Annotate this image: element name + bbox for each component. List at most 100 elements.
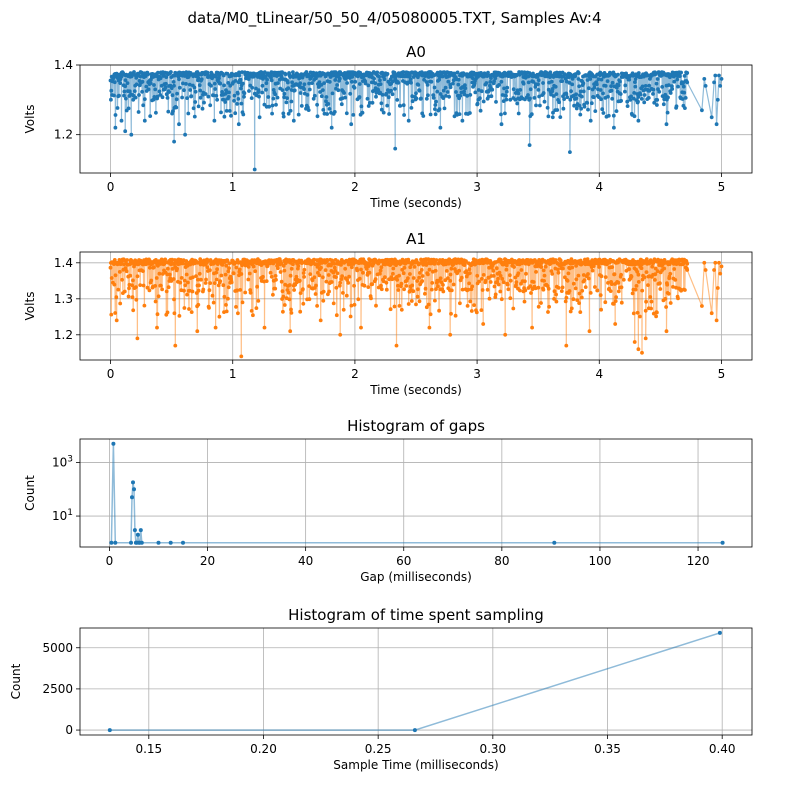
data-point-a0-1322 [598, 88, 603, 92]
data-point-a1-1363 [616, 289, 621, 294]
data-point-a0-249 [198, 88, 203, 93]
data-point-a0-1312 [594, 82, 599, 87]
data-point-a0-56 [127, 89, 132, 94]
data-point-a0-485 [286, 80, 290, 85]
data-point-a0-126 [153, 87, 158, 92]
data-point-a1-155 [166, 266, 170, 271]
data-point-a0-1213 [558, 115, 563, 119]
data-point-a1-1369 [619, 272, 623, 277]
data-point-a0-1452 [647, 83, 652, 88]
data-point-a0-1554 [685, 80, 690, 85]
data-point-a0-620 [336, 88, 341, 93]
data-point-a1-1288 [588, 291, 593, 295]
data-point-a0-1369 [616, 72, 620, 77]
data-point-a1-728 [379, 265, 384, 270]
data-point-a0-325 [226, 95, 231, 99]
data-point-a0-1203 [554, 92, 559, 96]
data-point-a0-973 [468, 93, 473, 97]
data-point-a0-1185 [548, 70, 553, 75]
data-point-a0-1365 [614, 109, 619, 113]
data-point-a0-959 [463, 83, 467, 88]
data-point-a1-606 [334, 275, 338, 279]
data-point-a0-723 [375, 70, 380, 75]
data-point-a1-289 [215, 267, 220, 272]
data-point-a1-193 [179, 276, 184, 280]
y-tick-label-gaps-0: 101 [52, 508, 73, 523]
data-point-a0-290 [213, 87, 218, 91]
data-point-a1-1049 [499, 297, 504, 302]
x-tick-label-gaps-6: 120 [687, 554, 710, 568]
data-point-a1-1426 [639, 266, 644, 271]
data-point-a0-244 [196, 76, 201, 80]
data-point-a0-601 [329, 125, 334, 130]
data-point-a0-855 [424, 80, 429, 84]
data-point-a0-1148 [534, 103, 538, 108]
data-point-a1-646 [348, 314, 353, 319]
data-point-a0-880 [434, 99, 438, 104]
data-point-a0-90 [140, 89, 145, 94]
data-point-gaps-7 [132, 528, 137, 533]
data-point-a1-1458 [650, 264, 655, 269]
data-point-a1-189 [178, 280, 183, 285]
data-point-a0-443 [269, 78, 274, 83]
data-point-a0-103 [144, 84, 149, 89]
data-point-a0-1463 [651, 87, 656, 92]
figure-title: data/M0_tLinear/50_50_4/05080005.TXT, Sa… [187, 9, 601, 28]
data-point-a1-1348 [611, 302, 616, 306]
data-point-a0-268 [205, 70, 210, 75]
data-point-a1-875 [434, 258, 439, 262]
data-point-a0-873 [431, 93, 436, 97]
data-point-a1-1350 [612, 272, 617, 277]
data-point-a0-902 [441, 88, 446, 93]
data-point-a0-158 [165, 96, 170, 100]
data-point-a0-657 [349, 79, 354, 84]
data-point-a1-1409 [633, 287, 638, 292]
x-tick-label-a1-1: 1 [229, 367, 237, 381]
data-point-a1-1418 [636, 280, 641, 284]
data-point-a1-790 [402, 265, 407, 270]
data-point-a1-1125 [528, 284, 533, 289]
data-point-a1-727 [379, 283, 383, 288]
data-point-a0-770 [393, 146, 398, 151]
data-point-a0-638 [343, 95, 348, 100]
data-point-a1-172 [172, 311, 177, 316]
data-point-a0-1181 [546, 87, 551, 92]
data-point-a1-963 [467, 267, 472, 272]
data-point-a0-889 [437, 107, 442, 112]
data-point-a1-461 [279, 279, 284, 284]
data-point-a0-232 [191, 106, 196, 111]
data-point-a1-628 [341, 307, 346, 312]
data-point-a0-888 [437, 77, 441, 82]
data-point-a1-314 [224, 309, 229, 314]
data-point-a1-160 [167, 272, 172, 277]
data-point-a1-789 [402, 287, 406, 292]
data-point-a0-1474 [655, 77, 660, 81]
data-point-a1-1222 [564, 295, 569, 300]
data-point-a1-1020 [488, 280, 493, 284]
data-point-a1-207 [185, 292, 190, 297]
data-point-a1-1176 [547, 304, 551, 309]
data-point-a1-776 [397, 273, 401, 278]
data-point-a0-1180 [546, 114, 551, 119]
data-point-a1-1068 [506, 287, 511, 292]
data-point-a1-1551 [685, 261, 690, 266]
data-point-a1-1007 [483, 278, 488, 283]
data-point-a0-109 [146, 87, 151, 92]
data-point-a0-1038 [493, 76, 498, 81]
data-point-a1-1064 [504, 263, 509, 268]
data-point-a0-223 [188, 88, 193, 92]
data-point-a0-360 [239, 101, 244, 106]
data-point-a0-1063 [502, 86, 506, 91]
data-point-a0-578 [321, 88, 325, 92]
data-point-a1-219 [189, 310, 194, 314]
data-point-a0-431 [265, 77, 269, 82]
data-point-a0-474 [281, 114, 286, 119]
data-point-a0-350 [236, 97, 241, 101]
data-point-a0-728 [377, 74, 381, 79]
data-point-a1-1234 [568, 309, 573, 314]
data-point-a1-1340 [608, 289, 613, 293]
data-point-a1-581 [324, 279, 329, 284]
data-point-a1-390 [253, 269, 258, 274]
data-point-a1-1416 [636, 347, 641, 352]
data-point-a1-295 [217, 314, 222, 319]
